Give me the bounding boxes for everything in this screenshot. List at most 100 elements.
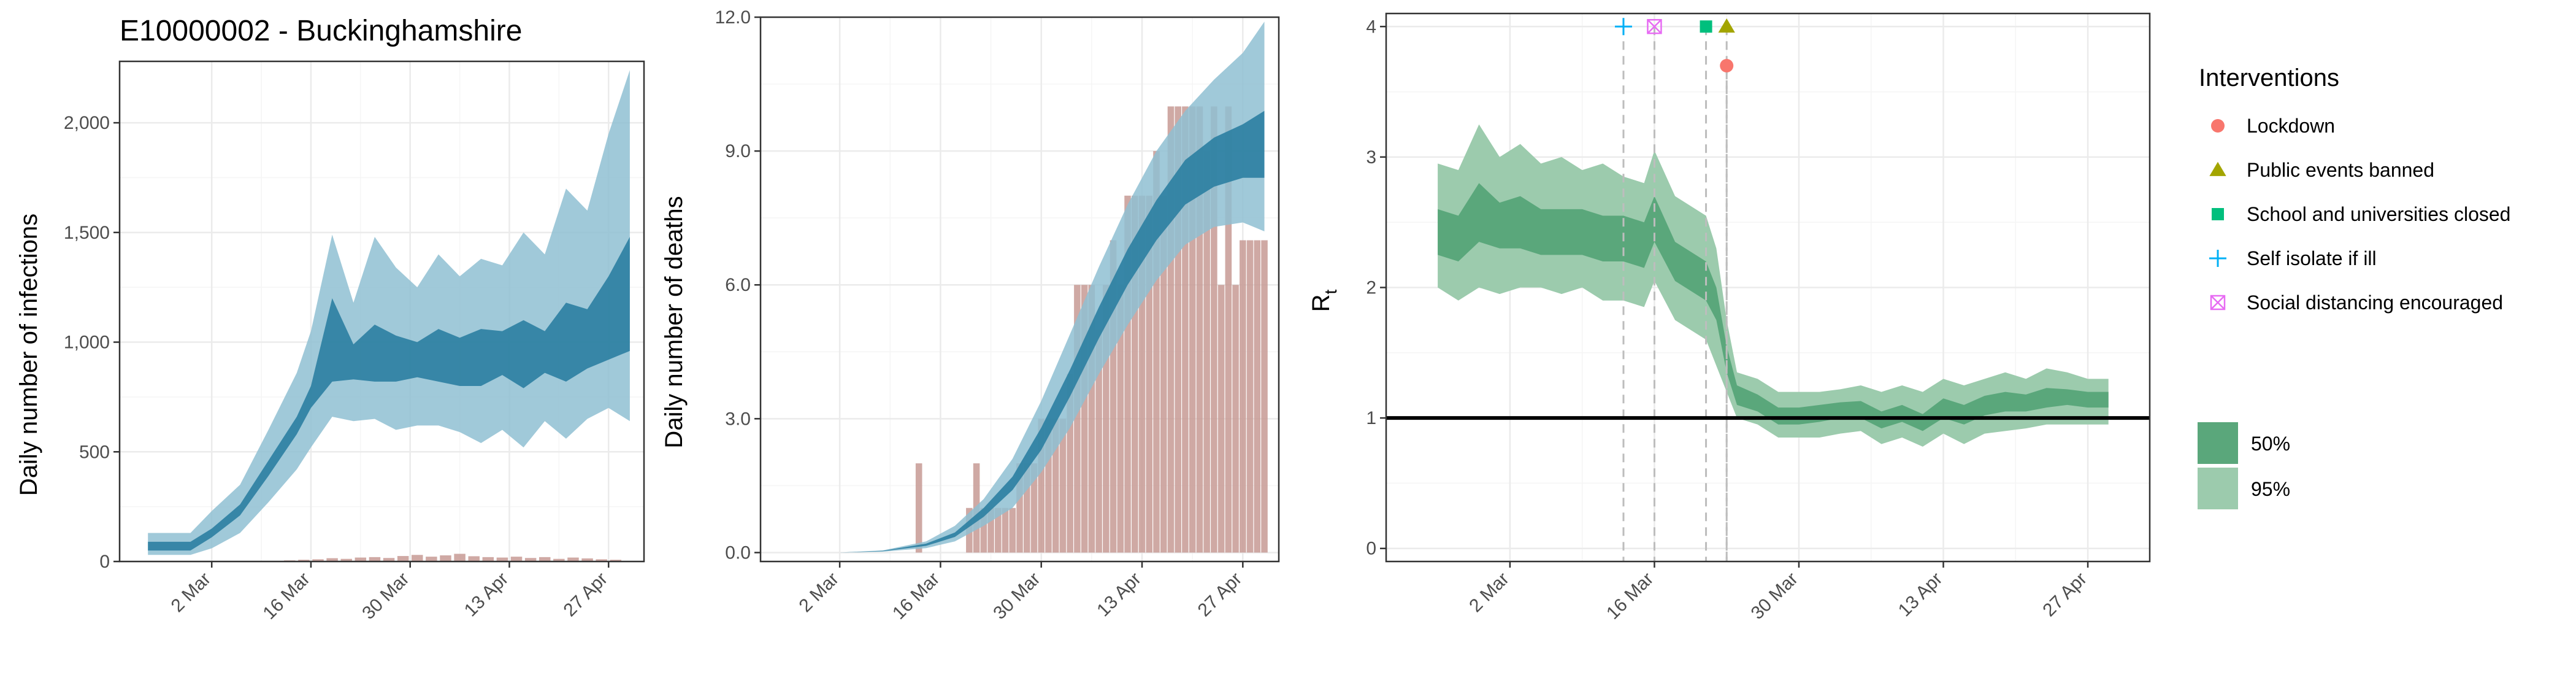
bar [1038,419,1045,553]
y-axis-label-rt: Rt [1308,289,1340,312]
band-50 [148,236,630,551]
bar [326,558,338,561]
intervention-marker-square [1700,20,1712,33]
bar [524,558,537,561]
bar [1153,151,1160,553]
band-95 [1438,124,2109,447]
bar [553,558,565,561]
y-tick-label: 0 [1366,539,1376,559]
bar [1175,106,1181,553]
infections-panel: E10000002 - Buckinghamshire Daily number… [15,15,645,623]
legend-item-label: School and universities closed [2247,203,2510,225]
y-tick-label: 2,000 [64,113,110,133]
legend-band-label: 50% [2251,433,2290,455]
bar [1009,507,1016,553]
bar [1167,106,1175,553]
bar [496,557,508,561]
band-95 [148,70,630,555]
bar [468,556,480,561]
bar [995,507,1002,553]
legend-key-box [2210,295,2226,311]
bar [1189,106,1196,553]
legend-band-item: 50% [2198,422,2290,464]
legend-item-label: Social distancing encouraged [2247,291,2503,314]
bar [426,557,437,561]
bars [915,106,1268,553]
bar [355,557,367,561]
legend-band-item: 95% [2198,468,2290,509]
bar [340,558,352,561]
band-50 [796,110,1265,553]
bar [1016,463,1023,553]
bar [1110,240,1117,553]
y-tick-label: 2 [1366,278,1376,298]
bar [1225,106,1232,553]
bar [1074,285,1081,553]
bar [610,560,622,561]
bar [412,555,423,561]
bar [1261,240,1268,553]
y-tick-label: 4 [1366,17,1376,37]
legend-item: Self isolate if ill [2209,247,2377,269]
bar [1182,106,1189,553]
legend-band-swatch [2198,422,2238,464]
legend-key-square [2212,208,2224,220]
bar [1059,419,1067,553]
bar [1030,463,1038,553]
legend-interventions: Lockdown Public events banned School and u… [2209,115,2510,314]
y-tick-label: 1,000 [64,333,110,353]
y-tick-label: 3 [1366,147,1376,168]
intervention-marker-plus [1614,18,1632,36]
bar [1045,419,1052,553]
y-tick-label: 12.0 [715,7,751,28]
legend-key-x [2210,295,2225,310]
bar [1124,195,1131,553]
bar [1203,151,1210,553]
bar [1081,285,1088,553]
deaths-plot-area: 0.03.06.09.012.02 Mar 16 Mar 30 Mar 13 Apr 2… [715,7,1280,623]
bar [1160,195,1167,553]
y-tick-label: 6.0 [725,275,751,295]
y-tick-label: 9.0 [725,141,751,161]
legend-item: Public events banned [2209,159,2434,181]
bar [1067,374,1073,553]
y-tick-label: 1 [1366,408,1376,428]
legend-item: School and universities closed [2212,203,2510,225]
plot-frame [759,16,1280,563]
bar [987,507,994,553]
intervention-marker-triangle [1718,18,1735,33]
legend-band-swatch [2198,468,2238,509]
legend-key-plus [2209,250,2226,267]
bar [298,560,310,561]
bar [1103,285,1110,553]
bar [1117,285,1124,553]
bar [383,558,395,561]
bar [1196,106,1203,553]
bar [539,557,551,561]
intervention-markers [1614,18,1735,73]
bar [1052,419,1059,553]
plot-content [1386,26,2150,561]
bar [1088,285,1095,553]
legend-item-label: Public events banned [2247,159,2434,181]
bar [1211,106,1217,553]
legend-key-circle [2211,119,2225,133]
bar [1217,285,1225,553]
bar [980,507,987,553]
legend-item: Social distancing encouraged [2210,291,2503,314]
y-tick-label: 1,500 [64,223,110,243]
bar [1131,195,1138,553]
bar [440,555,451,561]
y-axis-label-rt-subscript: t [1321,289,1340,294]
bar [1146,195,1153,553]
legend-key-triangle [2209,161,2226,176]
bar [1240,240,1246,553]
bar [510,557,523,561]
legend-item: Lockdown [2211,115,2335,137]
y-tick-label: 0 [99,552,110,572]
bar [1246,240,1254,553]
bar [581,558,593,561]
legend-band-label: 95% [2251,478,2290,500]
